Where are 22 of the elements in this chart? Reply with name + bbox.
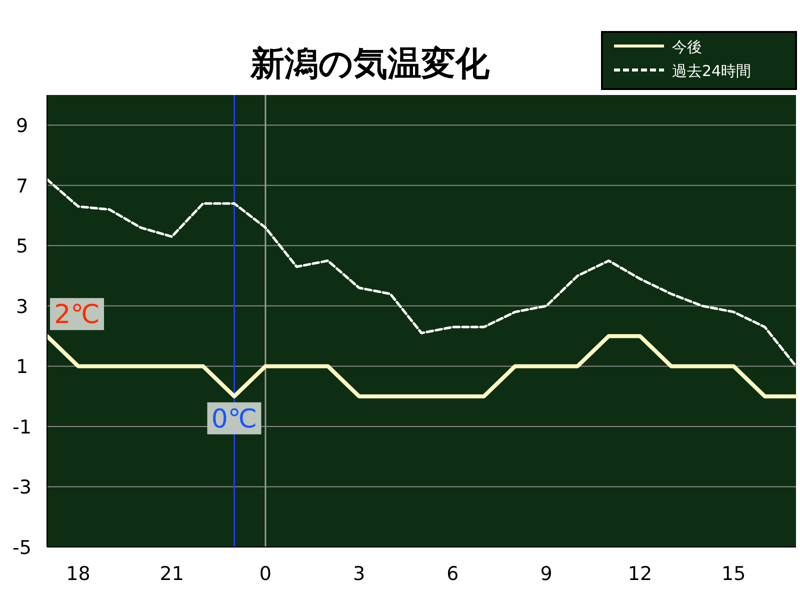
annotation: 0℃ bbox=[211, 404, 258, 434]
y-tick-label: 5 bbox=[16, 236, 28, 258]
x-tick-label: 21 bbox=[160, 563, 184, 585]
annotation: 2℃ bbox=[54, 300, 100, 330]
x-tick-label: 12 bbox=[628, 563, 652, 585]
y-tick-label: -3 bbox=[12, 476, 32, 499]
y-tick-label: 3 bbox=[16, 296, 28, 318]
chart-title: 新潟の気温変化 bbox=[250, 44, 490, 84]
x-tick-label: 18 bbox=[66, 563, 90, 585]
y-tick-label: 7 bbox=[16, 175, 28, 198]
y-tick-label: -1 bbox=[12, 416, 32, 438]
x-tick-label: 3 bbox=[353, 563, 366, 585]
line-series bbox=[46, 178, 798, 368]
x-tick-label: 0 bbox=[259, 563, 272, 585]
y-tick-label: -5 bbox=[12, 537, 32, 559]
y-tick-label: 9 bbox=[16, 115, 28, 138]
x-tick-label: 9 bbox=[540, 563, 552, 585]
y-tick-label: 1 bbox=[16, 356, 28, 378]
x-tick-label: 15 bbox=[721, 563, 746, 585]
legend-label: 過去24時間 bbox=[672, 62, 752, 80]
x-tick-label: 6 bbox=[446, 563, 459, 585]
legend-label: 今後 bbox=[672, 38, 702, 56]
